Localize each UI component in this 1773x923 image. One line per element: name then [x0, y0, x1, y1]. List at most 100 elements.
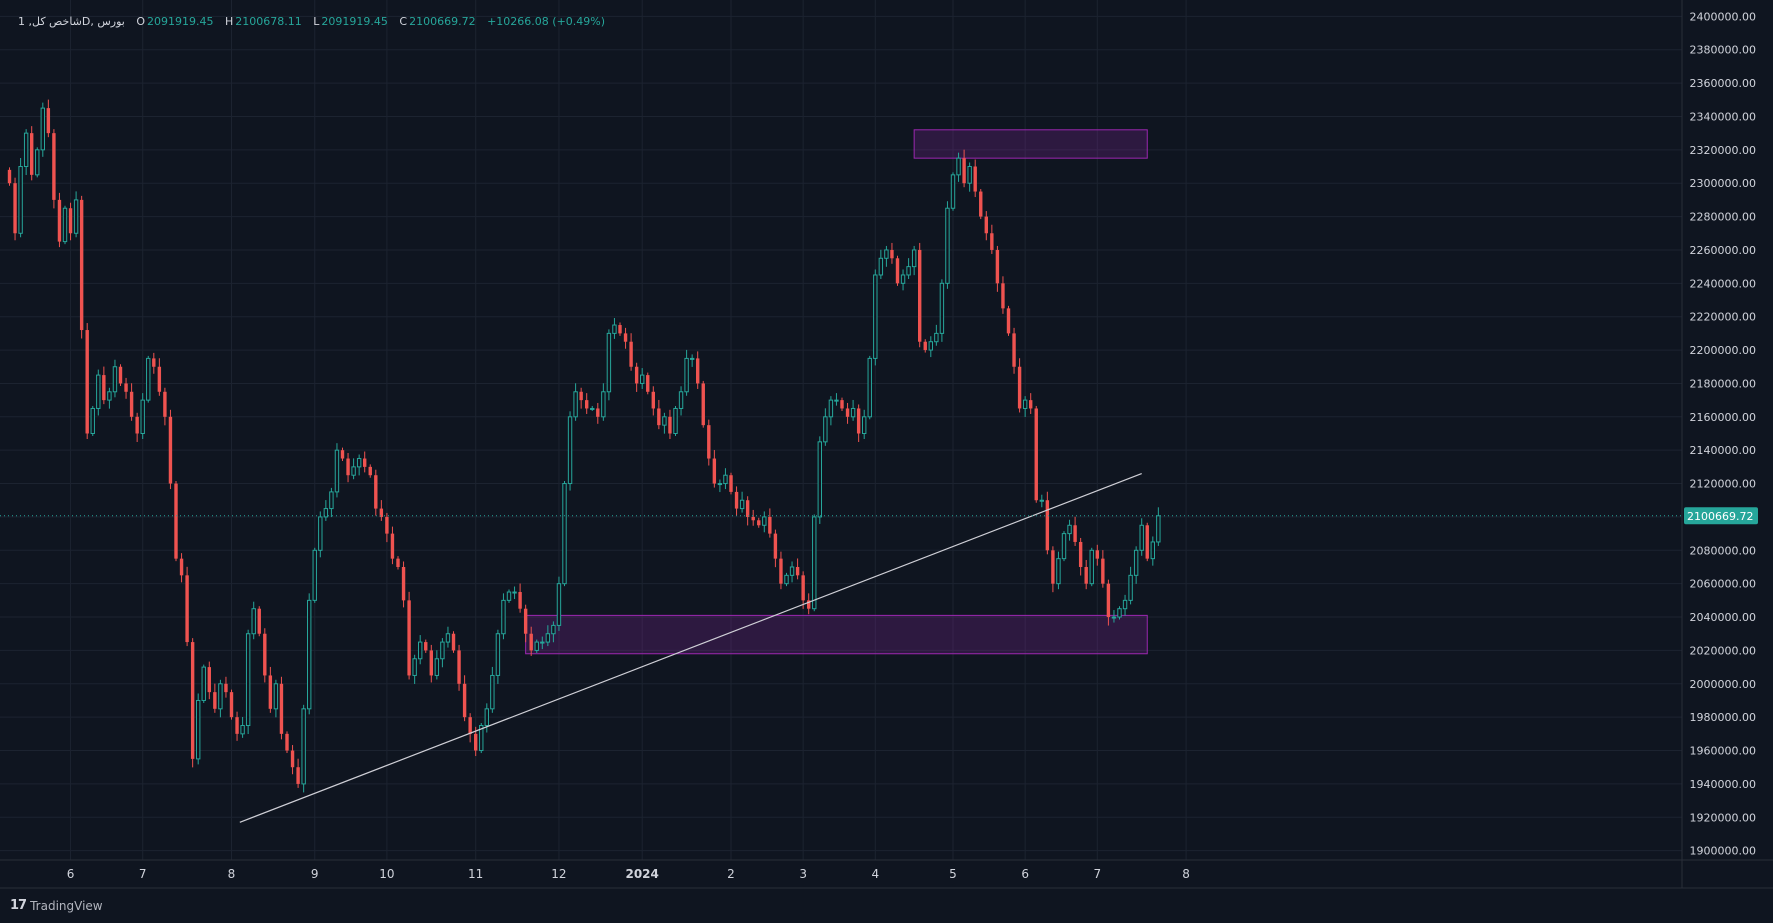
price-axis-label: 2200000.00 — [1690, 344, 1756, 357]
candle-body-down — [657, 408, 661, 426]
candle-body-down — [518, 592, 522, 609]
candle-body-up — [540, 641, 545, 644]
candle-body-up — [62, 207, 68, 243]
candle-body-up — [495, 633, 501, 676]
candle-body-down — [962, 158, 966, 184]
candle-body-down — [651, 391, 655, 409]
high-label: H — [225, 15, 234, 28]
price-axis-label: 2060000.00 — [1690, 578, 1756, 591]
close-value: 2100669.72 — [409, 15, 476, 28]
candle-body-down — [1051, 550, 1055, 584]
candle-body-down — [629, 341, 633, 367]
price-axis-labels[interactable]: 2400000.00 2380000.00 2360000.00 2340000.00… — [1690, 10, 1756, 857]
candle-body-up — [18, 166, 23, 234]
candle-body-down — [390, 533, 395, 559]
candle-body-down — [807, 600, 811, 609]
candle-body-down — [207, 667, 211, 693]
time-axis-label: 10 — [379, 867, 394, 881]
candle-body-down — [168, 416, 173, 484]
candle-body-up — [906, 266, 911, 276]
supply-demand-zones[interactable] — [525, 129, 1148, 655]
candle-body-up — [506, 591, 512, 601]
candle-body-up — [934, 332, 939, 343]
candle-body-down — [596, 408, 600, 417]
candle-body-up — [911, 249, 917, 268]
price-axis-label: 2300000.00 — [1690, 177, 1756, 190]
candle-body-down — [290, 750, 295, 768]
tradingview-logo-icon[interactable]: 17 — [10, 898, 27, 913]
candle-body-up — [35, 149, 40, 176]
candle-body-down — [1078, 541, 1083, 567]
candles[interactable] — [7, 99, 1161, 793]
candle-body-up — [1089, 549, 1094, 585]
time-axis-labels[interactable]: 6 7 8 9 10 11 12 2024 2 3 4 5 6 7 8 — [67, 867, 1190, 881]
candle-body-down — [773, 533, 778, 559]
candle-body-down — [768, 516, 772, 534]
candle-body-up — [606, 332, 612, 393]
candle-body-down — [163, 391, 167, 417]
candle-body-down — [646, 375, 650, 392]
candle-body-up — [273, 683, 279, 710]
candle-body-down — [801, 575, 805, 601]
candle-body-down — [757, 520, 761, 526]
candle-body-up — [479, 725, 484, 752]
tradingview-brand[interactable]: TradingView — [30, 898, 103, 913]
candle-body-down — [579, 391, 583, 401]
symbol-title[interactable]: شاخص کل, 1D, بورس — [18, 15, 125, 28]
candle-body-up — [501, 599, 506, 635]
axes — [0, 0, 1773, 889]
price-axis-label: 2180000.00 — [1690, 377, 1756, 390]
candle-body-up — [601, 391, 606, 418]
candle-body-up — [967, 166, 972, 184]
candle-body-down — [179, 558, 184, 576]
candle-body-up — [640, 374, 645, 384]
candle-body-down — [346, 458, 350, 476]
candle-body-up — [556, 583, 562, 626]
price-axis-label: 2240000.00 — [1690, 277, 1756, 290]
candle-body-up — [1061, 533, 1067, 560]
candle-body-down — [1106, 583, 1111, 618]
candle-body-down — [1012, 333, 1016, 367]
candle-body-down — [52, 133, 56, 200]
candle-body-down — [46, 108, 51, 134]
candle-body-down — [845, 408, 850, 417]
candle-body-up — [1022, 399, 1028, 409]
candle-body-down — [124, 383, 128, 392]
candle-body-down — [57, 199, 62, 242]
zone-rectangle — [913, 129, 1148, 159]
candle-body-up — [689, 357, 695, 360]
candle-body-up — [945, 207, 950, 284]
time-axis-label: 7 — [1093, 867, 1101, 881]
candle-body-up — [662, 416, 667, 426]
grid-lines — [0, 0, 1682, 860]
candle-body-up — [107, 391, 112, 401]
symbol-legend[interactable]: شاخص کل, 1D, بورس O 2091919.45 H 2100678.1… — [18, 15, 613, 28]
candle-body-up — [307, 599, 312, 710]
trendline-group[interactable] — [239, 472, 1142, 823]
price-axis-label: 1940000.00 — [1690, 778, 1756, 791]
tradingview-footer[interactable]: 17 TradingView — [10, 898, 103, 913]
candle-body-down — [213, 692, 217, 709]
candle-body-down — [7, 169, 12, 184]
last-price-tag-bg — [1684, 507, 1758, 525]
candle-body-up — [251, 608, 256, 635]
candle-body-down — [30, 133, 34, 175]
time-axis-label: 7 — [139, 867, 147, 881]
time-axis-label: 6 — [1021, 867, 1029, 881]
candle-body-down — [707, 425, 711, 459]
candle-body-up — [673, 407, 678, 434]
price-axis-label: 1960000.00 — [1690, 745, 1756, 758]
candle-body-up — [534, 641, 539, 651]
candle-body-up — [956, 157, 961, 176]
candle-body-down — [751, 516, 755, 521]
price-axis-label: 2160000.00 — [1690, 411, 1756, 424]
trendline — [239, 472, 1142, 823]
candle-body-down — [1001, 283, 1005, 309]
candle-body-up — [884, 249, 889, 259]
candle-body-down — [984, 216, 988, 234]
candle-body-up — [867, 357, 872, 418]
candle-body-up — [812, 516, 817, 610]
candle-body-up — [562, 483, 567, 585]
